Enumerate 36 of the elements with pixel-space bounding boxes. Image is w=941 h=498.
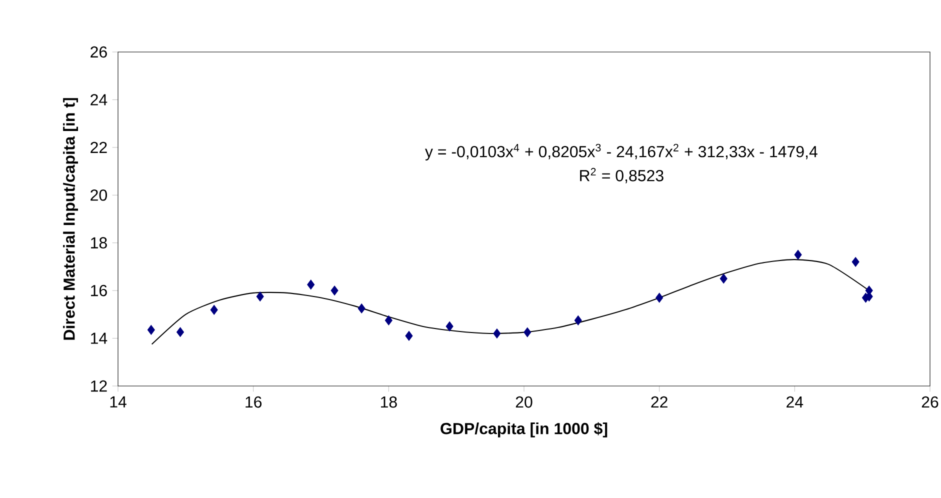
y-axis-title: Direct Material Input/capita [in t] — [63, 98, 78, 340]
point — [384, 315, 392, 326]
x-tick-label: 20 — [516, 396, 532, 408]
x-tick-label: 22 — [651, 396, 668, 408]
y-tick-label: 12 — [91, 380, 107, 392]
x-tick-label: 24 — [786, 396, 804, 408]
point — [493, 328, 501, 338]
y-tick-label: 22 — [90, 142, 107, 153]
point — [794, 250, 802, 260]
point — [405, 330, 413, 341]
y-tick-label: 24 — [90, 94, 108, 106]
point — [358, 304, 366, 314]
x-tick-label: 26 — [922, 396, 938, 408]
point — [256, 292, 264, 302]
x-tick-label: 18 — [380, 396, 397, 408]
y-tick-label: 18 — [91, 237, 107, 248]
point — [210, 304, 218, 315]
x-tick-label: 14 — [110, 396, 126, 408]
point — [307, 280, 315, 290]
annotation: R$^{2}$ = 0,8523 — [580, 168, 664, 184]
point — [330, 286, 338, 296]
point — [524, 327, 532, 338]
point — [574, 315, 582, 326]
point — [176, 327, 184, 338]
y-tick-label: 14 — [91, 332, 108, 344]
annotation: y = -0,0103x$^{4}$ + 0,8205x$^{3}$ - 24,167x$^{2}$ + 312,33x - 1479,4 — [425, 144, 818, 160]
y-tick-label: 16 — [91, 284, 107, 296]
x-axis-title: GDP/capita [in 1000 $] — [440, 422, 608, 438]
point — [852, 256, 860, 267]
point — [147, 324, 155, 335]
point — [720, 274, 728, 284]
y-tick-label: 20 — [90, 189, 107, 201]
x-tick-label: 16 — [246, 396, 262, 408]
point — [446, 321, 454, 332]
point — [656, 292, 664, 303]
y-tick-label: 26 — [90, 46, 107, 58]
